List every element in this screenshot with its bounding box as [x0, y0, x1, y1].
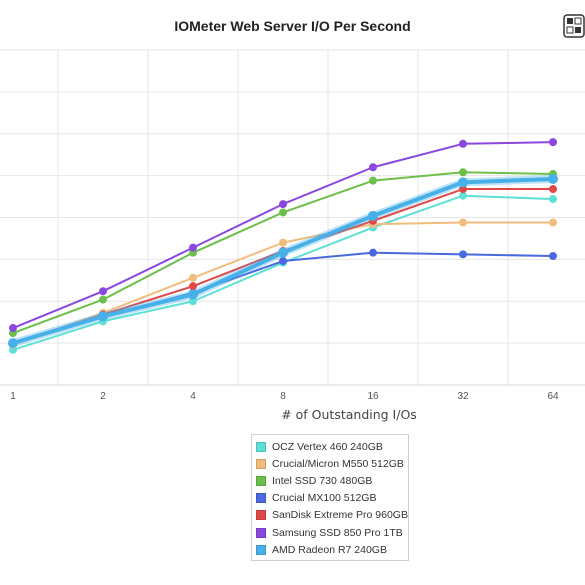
data-point — [189, 297, 197, 306]
data-point — [279, 200, 287, 209]
legend-label: AMD Radeon R7 240GB — [272, 543, 387, 556]
data-point — [8, 338, 18, 349]
data-point — [549, 185, 557, 194]
data-point — [279, 238, 287, 247]
data-point — [188, 289, 198, 300]
data-point — [549, 218, 557, 227]
series-2 — [9, 168, 557, 338]
legend-swatch — [256, 441, 266, 452]
data-point — [189, 282, 197, 291]
x-tick-label: 32 — [457, 391, 469, 402]
legend-label: SanDisk Extreme Pro 960GB — [272, 509, 408, 522]
data-point — [458, 177, 468, 188]
legend-swatch — [256, 458, 266, 469]
data-point — [459, 139, 467, 148]
data-point — [549, 252, 557, 261]
x-tick-label: 2 — [100, 391, 106, 402]
legend-item: SanDisk Extreme Pro 960GB — [256, 507, 408, 524]
legend-label: Samsung SSD 850 Pro 1TB — [272, 526, 403, 539]
x-tick-label: 4 — [190, 391, 196, 402]
data-point — [98, 311, 108, 322]
site-logo-icon — [563, 14, 585, 40]
data-point — [459, 168, 467, 177]
data-point — [369, 248, 377, 257]
legend-item: AMD Radeon R7 240GB — [256, 541, 404, 558]
legend-label: Crucial/Micron M550 512GB — [272, 457, 404, 470]
data-point — [189, 273, 197, 282]
legend-item: Samsung SSD 850 Pro 1TB — [256, 524, 404, 541]
legend-label: OCZ Vertex 460 240GB — [272, 440, 383, 453]
data-point — [459, 185, 467, 194]
data-point — [368, 210, 378, 221]
data-point — [548, 173, 558, 184]
legend-swatch — [256, 544, 266, 555]
x-axis-label: # of Outstanding I/Os — [281, 407, 417, 422]
legend-swatch — [256, 510, 266, 521]
legend-swatch — [256, 527, 266, 538]
legend-item: Intel SSD 730 480GB — [256, 472, 404, 489]
series-5 — [9, 138, 557, 333]
data-point — [369, 176, 377, 185]
legend-label: Intel SSD 730 480GB — [272, 474, 373, 487]
x-tick-labels: 1 2 4 8 16 32 64 — [10, 391, 559, 402]
legend-swatch — [256, 475, 266, 486]
x-tick-label: 16 — [367, 391, 379, 402]
chart-legend: OCZ Vertex 460 240GB Crucial/Micron M550 … — [251, 434, 409, 562]
legend-item: Crucial/Micron M550 512GB — [256, 455, 404, 472]
x-tick-label: 64 — [547, 391, 559, 402]
series-3 — [9, 248, 557, 348]
x-tick-label: 8 — [280, 391, 286, 402]
data-point — [278, 247, 288, 258]
data-point — [189, 243, 197, 252]
series-line — [12, 141, 554, 329]
series-line — [12, 194, 554, 351]
series-1 — [9, 218, 557, 349]
data-point — [99, 295, 107, 304]
legend-label: Crucial MX100 512GB — [272, 492, 377, 505]
data-point — [279, 208, 287, 217]
data-point — [99, 287, 107, 296]
x-tick-label: 1 — [10, 391, 16, 402]
data-point — [549, 195, 557, 204]
data-point — [459, 191, 467, 200]
data-point — [459, 218, 467, 227]
data-point — [279, 257, 287, 266]
data-point — [369, 163, 377, 172]
data-point — [549, 138, 557, 147]
legend-swatch — [256, 493, 266, 504]
chart-series — [8, 138, 558, 354]
series-6 — [8, 173, 558, 349]
data-point — [9, 324, 17, 333]
data-point — [459, 250, 467, 259]
legend-item: OCZ Vertex 460 240GB — [256, 438, 404, 455]
chart-title: IOMeter Web Server I/O Per Second — [174, 18, 411, 34]
legend-item: Crucial MX100 512GB — [256, 490, 404, 507]
chart-grid — [0, 49, 585, 386]
